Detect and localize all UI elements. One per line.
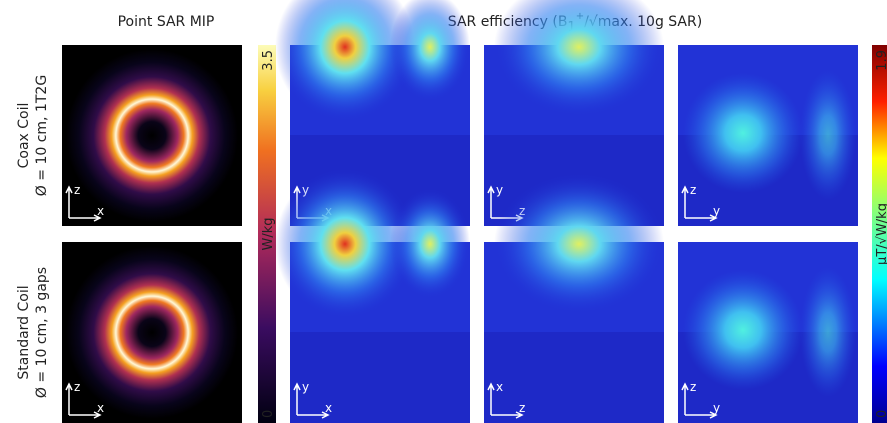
colorbar [258,45,276,423]
hotspot [275,169,415,319]
colorbar [872,45,887,423]
axis-label: y [713,401,720,415]
sar-map: yx [275,169,470,423]
mip-title: Point SAR MIP [118,14,215,30]
axis-label: z [690,183,696,197]
hotspot [494,0,664,117]
row-sublabel: Ø = 10 cm, 1T2G [34,75,50,196]
axis-arrow [65,382,102,419]
colorbar-min: 0 [875,410,887,418]
axis-label: z [74,380,80,394]
axis-label: x [97,204,104,218]
ring [66,246,238,419]
sar-map: zx [62,242,242,423]
map-shade [484,332,664,423]
axis-label: z [690,380,696,394]
hotspot [800,267,856,397]
row-label: Standard Coil [16,285,32,379]
axis-label: y [713,204,720,218]
axis-label: y [496,183,503,197]
axis-arrow [293,382,330,419]
axis-label: z [74,183,80,197]
colorbar-unit: W/kg [261,217,276,250]
hotspot [683,270,803,390]
row-sublabel: Ø = 10 cm, 3 gaps [34,267,50,398]
axis-label: z [519,401,525,415]
axis-arrow [487,382,524,419]
axis-arrow [681,185,718,222]
axis-arrow [681,382,718,419]
axis-arrow [487,185,524,222]
axis-arrow [65,185,102,222]
axis-label: x [97,401,104,415]
axis-label: y [302,380,309,394]
hotspot [390,189,470,299]
colorbar-max: 1.9 [875,50,887,71]
hotspot [494,174,664,314]
sar-map: zy [678,45,858,226]
hotspot [275,0,415,122]
row-label: Coax Coil [16,103,32,169]
ring [66,49,238,222]
sar-map: zy [678,242,858,423]
hotspot [683,73,803,193]
map-shade [290,332,470,423]
colorbar-min: 0 [261,410,276,418]
hotspot [390,0,470,102]
sar-map: xz [484,174,664,423]
axis-label: x [496,380,503,394]
colorbar-unit: μT/√W/kg [875,203,887,265]
colorbar-max: 3.5 [261,50,276,71]
sar-map: zx [62,45,242,226]
hotspot [800,70,856,200]
axis-label: x [325,401,332,415]
